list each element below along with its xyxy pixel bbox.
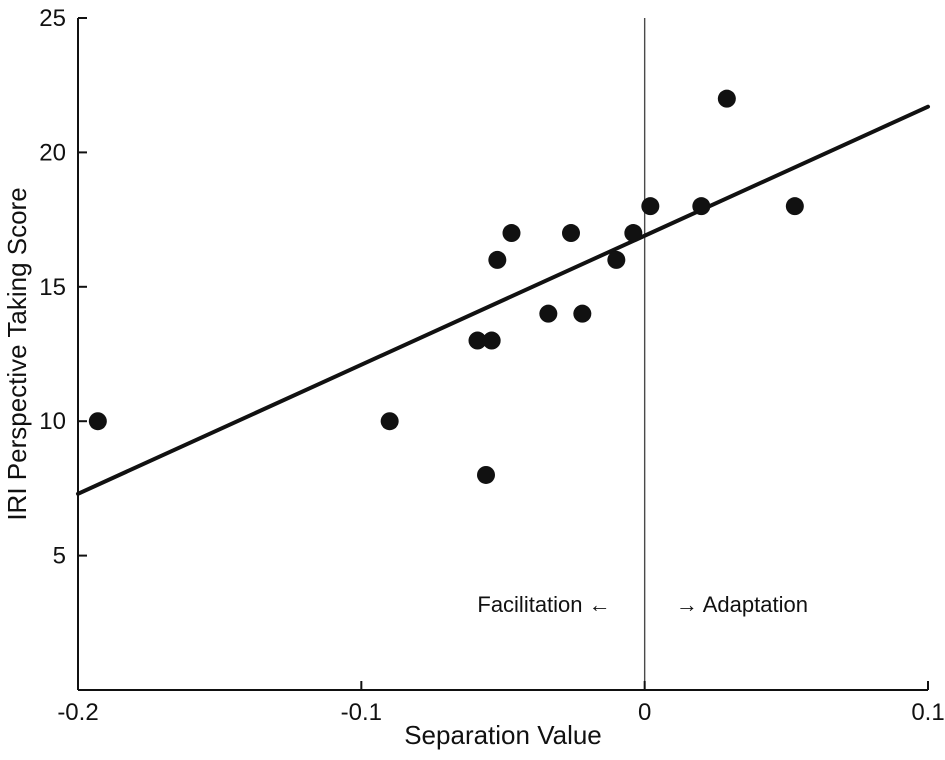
data-point xyxy=(380,412,399,431)
y-tick-label: 10 xyxy=(39,408,66,435)
x-tick-label: -0.2 xyxy=(57,699,98,726)
data-point xyxy=(785,197,804,216)
data-point xyxy=(562,224,580,243)
y-tick-label: 15 xyxy=(39,274,66,301)
regression-line xyxy=(76,104,930,496)
x-tick-label: -0.1 xyxy=(341,699,382,726)
data-point xyxy=(468,331,487,350)
data-point xyxy=(573,304,592,323)
annotation-text: → Adaptation xyxy=(676,592,808,617)
data-point xyxy=(641,197,660,216)
data-point xyxy=(482,331,501,350)
data-point xyxy=(717,89,736,108)
data-point xyxy=(607,250,626,269)
x-axis-title: Separation Value xyxy=(404,720,602,750)
data-point xyxy=(477,465,495,484)
y-tick-label: 25 xyxy=(39,5,66,32)
annotation-text: Facilitation ← xyxy=(477,592,610,617)
data-point xyxy=(88,412,107,431)
data-point xyxy=(488,250,507,269)
data-point xyxy=(502,224,521,243)
y-axis-title: IRI Perspective Taking Score xyxy=(2,187,32,520)
data-point xyxy=(624,224,643,243)
x-tick-label: 0.1 xyxy=(911,699,944,726)
x-tick-label: 0 xyxy=(638,699,651,726)
data-point xyxy=(539,304,558,323)
data-point xyxy=(692,197,711,216)
y-tick-label: 20 xyxy=(39,139,66,166)
y-tick-label: 5 xyxy=(53,543,66,570)
